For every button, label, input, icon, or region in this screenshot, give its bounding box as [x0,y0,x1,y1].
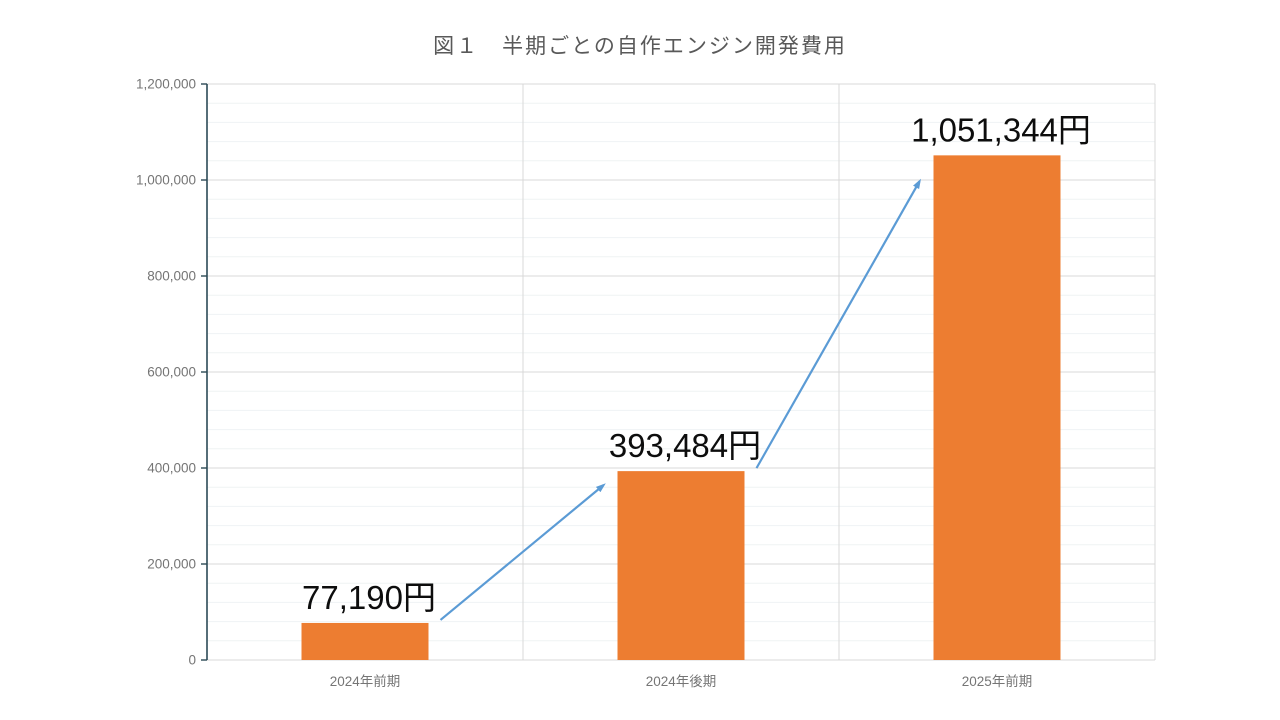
data-label: 77,190円 [302,579,436,616]
y-axis-tick-label: 1,200,000 [136,77,196,92]
data-label: 1,051,344円 [911,111,1091,148]
data-label: 393,484円 [609,427,761,464]
bar [301,622,429,660]
y-axis-tick-label: 1,000,000 [136,173,196,188]
chart-title: 図１ 半期ごとの自作エンジン開発費用 [433,35,847,58]
y-axis-tick-label: 0 [188,653,196,668]
x-axis-category-label: 2024年後期 [646,674,717,689]
y-axis-tick-label: 400,000 [147,461,196,476]
x-axis-category-label: 2024年前期 [330,673,401,689]
bar [617,471,745,660]
y-axis-tick-label: 800,000 [147,269,196,284]
growth-arrow [755,178,921,469]
growth-arrow [439,483,606,621]
bar [933,155,1061,661]
x-axis-category-label: 2025年前期 [962,673,1033,689]
y-axis-tick-label: 200,000 [147,557,196,572]
y-axis-tick-label: 600,000 [147,365,196,380]
